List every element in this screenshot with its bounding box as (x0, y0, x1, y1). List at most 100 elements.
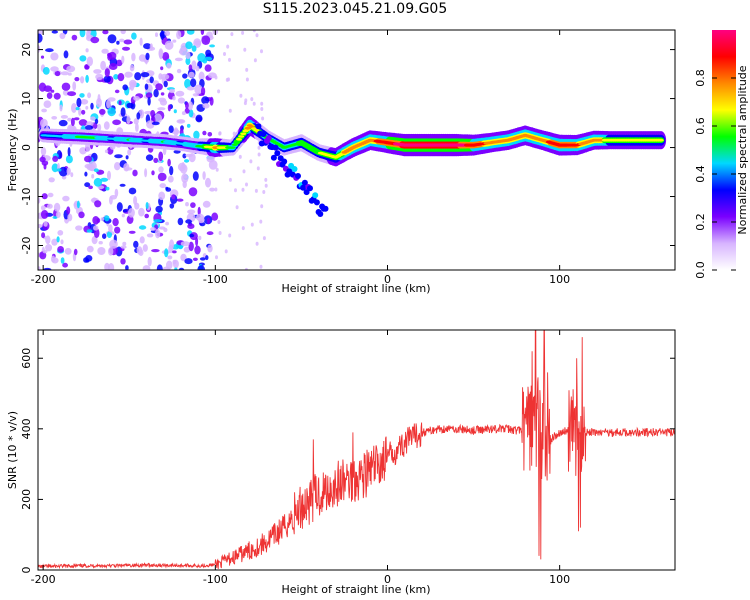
spectrogram-y-tick-label: -20 (20, 237, 33, 255)
colorbar (712, 30, 736, 270)
spectrogram-branch-cell (307, 185, 313, 192)
spectrogram-noise-blob (38, 197, 41, 204)
spectrogram-noise-blob (185, 202, 189, 207)
spectrogram-noise-blob (79, 147, 87, 155)
colorbar-axes: 0.0 0.2 0.4 0.6 0.8 (694, 69, 736, 279)
spectrogram-noise-blob (138, 207, 145, 217)
spectrogram-noise-blob (261, 116, 265, 121)
spectrogram-noise-blob (53, 92, 61, 100)
spectrogram-noise-blob (157, 107, 166, 111)
spectrogram-noise-blob (86, 121, 94, 127)
spectrogram-noise-blob (142, 244, 148, 252)
spectrogram-noise-blob (60, 71, 69, 76)
spectrogram-noise-blob (262, 190, 266, 194)
spectrogram-x-tick-label: 100 (549, 273, 570, 286)
spectrogram-noise-blob (78, 211, 85, 219)
spectrogram-noise-blob (100, 60, 106, 71)
spectrogram-noise-blob (109, 239, 118, 249)
spectrogram-noise-blob (113, 74, 119, 80)
spectrogram-noise-blob (45, 235, 51, 245)
spectrogram-noise-blob (40, 118, 48, 128)
spectrogram-noise-blob (178, 267, 185, 270)
spectrogram-noise-blob (102, 30, 109, 35)
spectrogram-noise-blob (112, 119, 121, 126)
spectrogram-noise-blob (120, 107, 126, 117)
spectrogram-noise-blob (228, 233, 232, 238)
snr-x-tick-label: 0 (384, 573, 391, 586)
spectrogram-noise-blob (85, 105, 89, 110)
spectrogram-noise-blob (85, 74, 89, 83)
spectrogram-noise-blob (142, 265, 151, 270)
spectrogram-noise-blob (185, 51, 191, 60)
spectrogram-noise-blob (45, 244, 53, 252)
spectrogram-noise-blob (155, 83, 163, 91)
spectrogram-noise-blob (174, 267, 178, 270)
spectrogram-noise-blob (156, 264, 163, 270)
snr-frame (37, 329, 676, 571)
spectrogram-noise-blob (79, 93, 85, 98)
spectrogram-noise-blob (118, 100, 122, 106)
spectrogram-noise-blob (80, 99, 89, 105)
spectrogram-noise-blob (188, 71, 195, 78)
spectrogram-noise-blob (175, 90, 185, 97)
spectrogram-noise-blob (106, 231, 112, 239)
spectrogram-noise-blob (50, 66, 59, 72)
spectrogram-noise-blob (180, 253, 187, 262)
spectrogram-noise-blob (116, 40, 120, 45)
spectrogram-noise-blob (106, 99, 111, 109)
spectrogram-noise-blob (123, 39, 133, 45)
spectrogram-noise-blob (140, 72, 150, 78)
spectrogram-noise-blob (61, 175, 67, 180)
spectrogram-noise-blob (177, 97, 185, 104)
spectrogram-noise-blob (45, 48, 54, 53)
spectrogram-noise-blob (86, 56, 94, 67)
spectrogram-noise-blob (98, 241, 103, 245)
spectrogram-noise-blob (97, 123, 102, 132)
spectrogram-noise-blob (165, 186, 169, 190)
spectrogram-noise-blob (122, 209, 128, 213)
spectrogram-noise-blob (91, 236, 98, 245)
spectrogram-noise-blob (242, 169, 246, 174)
spectrogram-noise-blob (207, 132, 213, 137)
spectrogram-noise-blob (235, 205, 239, 210)
colorbar-tick-label: 0.0 (694, 261, 707, 279)
spectrogram-ridge-cell (657, 138, 664, 142)
spectrogram-noise-blob (191, 60, 197, 71)
spectrogram-branch-cell (312, 192, 319, 199)
spectrogram-noise-blob (204, 56, 213, 61)
spectrogram-branch-cell (274, 150, 281, 157)
spectrogram-noise-blob (124, 71, 133, 78)
colorbar-label: Normalized spectral amplitude (736, 65, 749, 234)
spectrogram-noise-blob (133, 118, 139, 125)
spectrogram-noise-blob (158, 166, 164, 173)
spectrogram-noise-blob (50, 89, 55, 93)
spectrogram-noise-blob (128, 230, 136, 234)
spectrogram-noise-blob (134, 72, 142, 81)
spectrogram-noise-blob (153, 89, 159, 98)
spectrogram-noise-blob (158, 151, 164, 162)
spectrogram-noise-blob (259, 264, 263, 269)
spectrogram-noise-blob (103, 121, 110, 130)
spectrogram-noise-blob (184, 159, 190, 163)
spectrogram-noise-blob (239, 93, 243, 98)
spectrogram-noise-blob (81, 109, 86, 115)
spectrogram-noise-blob (139, 236, 145, 244)
spectrogram-noise-blob (75, 225, 83, 231)
spectrogram-noise-blob (147, 256, 152, 267)
spectrogram-noise-blob (244, 267, 248, 270)
spectrogram-noise-blob (42, 249, 48, 254)
spectrogram-ridge-cell (244, 126, 251, 130)
spectrogram-y-label: Frequency (Hz) (6, 109, 19, 192)
spectrogram-noise-blob (104, 149, 109, 154)
spectrogram-noise-blob (166, 260, 173, 270)
spectrogram-noise-blob (187, 101, 193, 111)
spectrogram-noise-blob (206, 155, 215, 163)
snr-y-tick-label: 200 (20, 489, 33, 510)
spectrogram-noise-blob (76, 97, 82, 108)
spectrogram-noise-blob (93, 168, 99, 173)
spectrogram-noise-blob (93, 228, 100, 239)
spectrogram-noise-blob (228, 108, 232, 113)
spectrogram-noise-blob (90, 102, 94, 110)
spectrogram-noise-blob (71, 34, 78, 41)
spectrogram-noise-blob (100, 217, 105, 222)
